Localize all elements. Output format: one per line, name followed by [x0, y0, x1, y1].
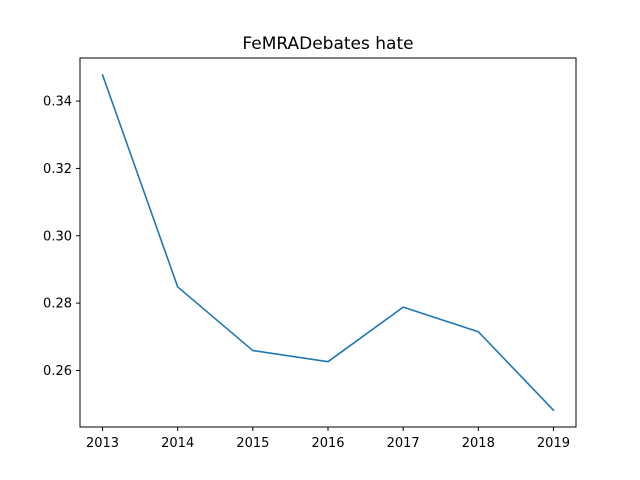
- x-tick-label: 2017: [387, 436, 420, 451]
- plot-series: [101, 74, 555, 411]
- y-tick-label: 0.34: [43, 95, 72, 110]
- series-line: [101, 74, 555, 411]
- x-tick-label: 2013: [86, 436, 119, 451]
- x-tick-label: 2018: [462, 436, 495, 451]
- x-tick-label: 2016: [311, 436, 344, 451]
- y-tick-label: 0.28: [43, 297, 72, 312]
- y-tick-label: 0.26: [43, 364, 72, 379]
- x-tick-label: 2019: [537, 436, 570, 451]
- x-tick-label: 2015: [236, 436, 269, 451]
- y-axis: 0.26 0.28 0.30 0.32 0.34: [43, 95, 80, 379]
- x-axis: 2013 2014 2015 2016 2017 2018 2019: [86, 427, 570, 451]
- chart-title: FeMRADebates hate: [242, 34, 413, 54]
- x-tick-label: 2014: [161, 436, 194, 451]
- y-tick-label: 0.32: [43, 162, 72, 177]
- y-tick-label: 0.30: [43, 229, 72, 244]
- plot-frame: [79, 57, 577, 428]
